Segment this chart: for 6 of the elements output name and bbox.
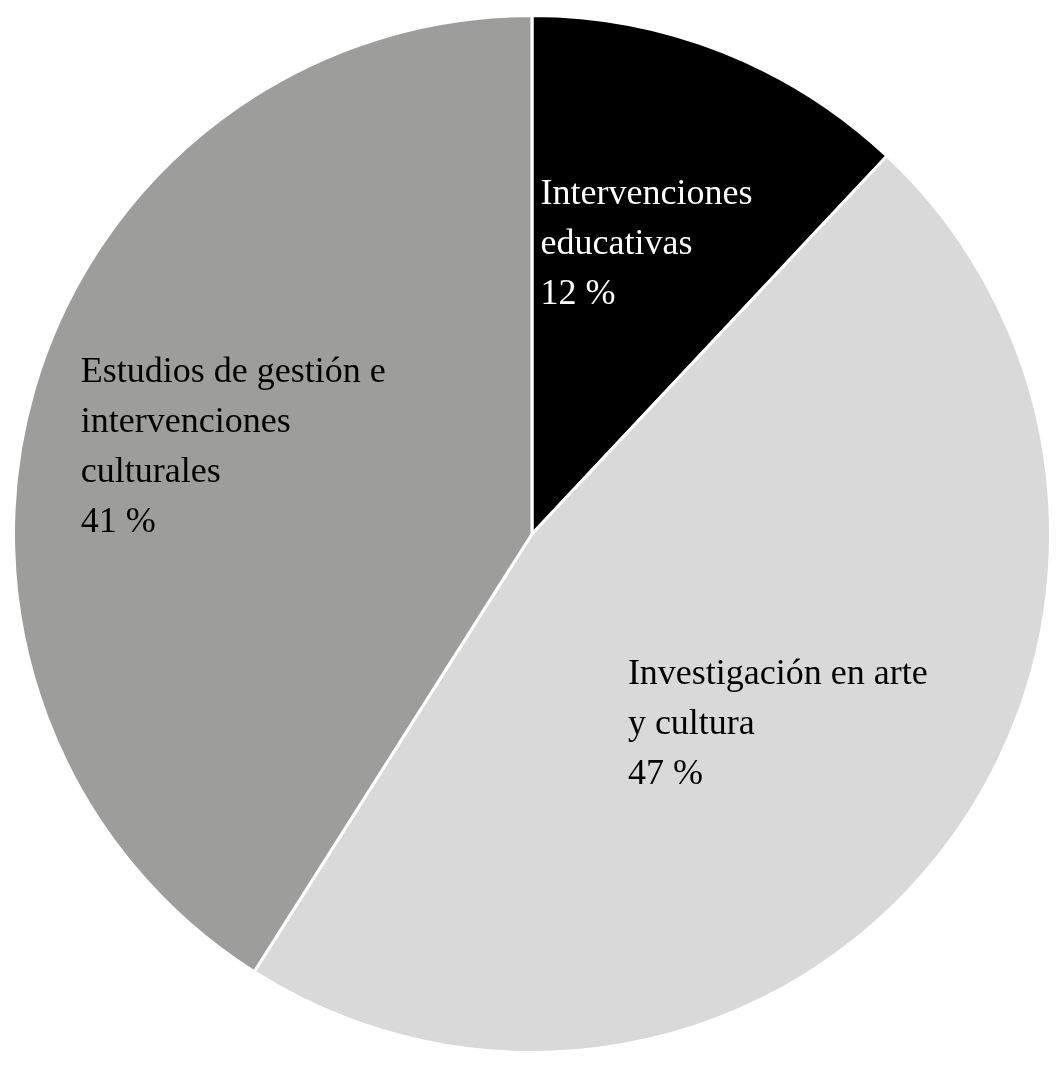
- data-label: 41 %: [80, 499, 156, 540]
- slice-label: Investigación en arte y cultura: [627, 652, 928, 743]
- slice-label: Intervenciones educativas: [540, 172, 753, 263]
- data-label: 47 %: [627, 752, 703, 793]
- data-label: 12 %: [540, 272, 616, 313]
- slice-label: Estudios de gestión e intervenciones culturales: [80, 349, 386, 490]
